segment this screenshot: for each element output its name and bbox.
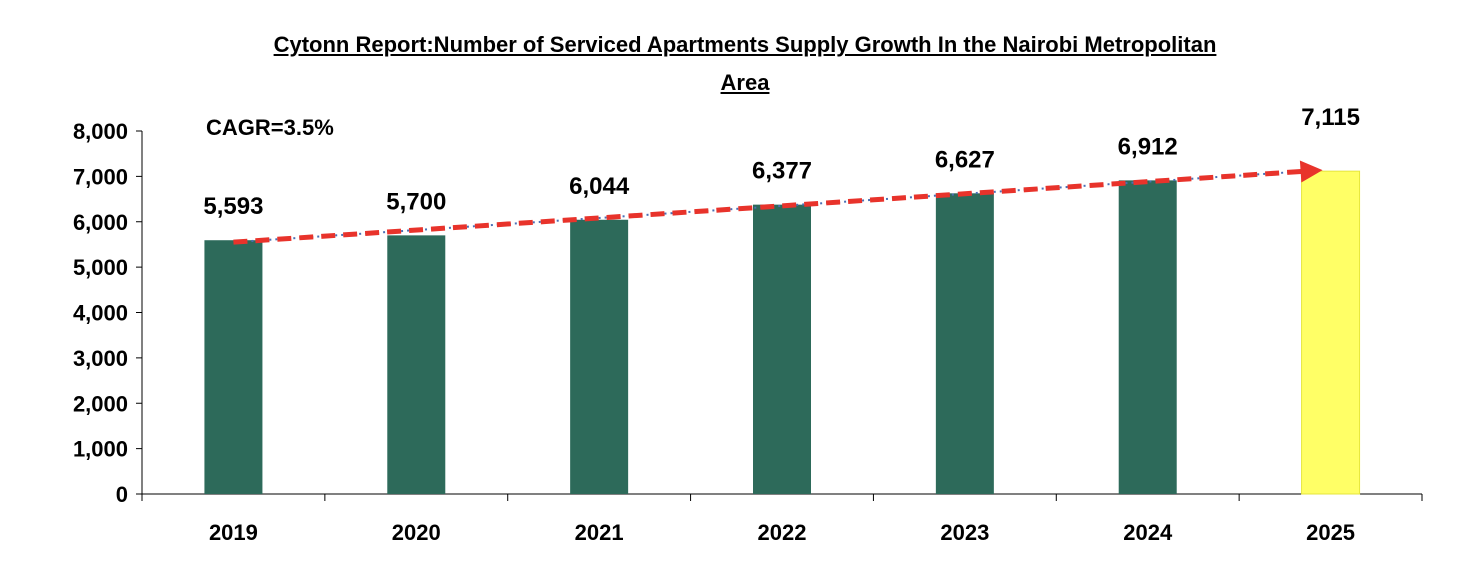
chart-title: Cytonn Report:Number of Serviced Apartme… bbox=[0, 26, 1460, 102]
data-label-2023: 6,627 bbox=[935, 146, 995, 173]
data-label-2020: 5,700 bbox=[386, 188, 446, 215]
x-tick-label: 2020 bbox=[392, 520, 441, 545]
bar-2024 bbox=[1118, 180, 1177, 495]
x-tick-label: 2021 bbox=[575, 520, 624, 545]
x-tick-label: 2025 bbox=[1306, 520, 1355, 545]
chart-title-line-1: Cytonn Report:Number of Serviced Apartme… bbox=[273, 32, 1217, 57]
y-tick-label: 3,000 bbox=[73, 346, 128, 371]
y-tick-label: 6,000 bbox=[73, 210, 128, 235]
bar-2019 bbox=[204, 240, 263, 494]
data-label-2022: 6,377 bbox=[752, 158, 812, 185]
bar-2022 bbox=[753, 204, 811, 495]
bar-2025 bbox=[1301, 170, 1361, 495]
data-label-2019: 5,593 bbox=[203, 193, 263, 220]
bars bbox=[204, 170, 1361, 495]
data-label-2024: 6,912 bbox=[1118, 133, 1178, 160]
y-tick-label: 7,000 bbox=[73, 164, 128, 189]
x-axis: 2019 2020 2021 2022 2023 2024 2025 bbox=[141, 493, 1423, 545]
x-tick-label: 2022 bbox=[758, 520, 807, 545]
y-tick-label: 4,000 bbox=[73, 301, 128, 326]
y-tick-label: 1,000 bbox=[73, 437, 128, 462]
x-tick-label: 2023 bbox=[940, 520, 989, 545]
x-tick-label: 2024 bbox=[1123, 520, 1173, 545]
x-tick-label: 2019 bbox=[209, 520, 258, 545]
chart-title-line-2: Area bbox=[720, 70, 770, 95]
data-label-2025: 7,115 bbox=[1301, 104, 1360, 131]
y-axis: 0 1,000 2,000 3,000 4,000 5,000 6,000 7,000 8,00… bbox=[73, 119, 143, 507]
trendline bbox=[233, 160, 1323, 245]
data-label-2021: 6,044 bbox=[569, 173, 630, 200]
y-tick-label: 2,000 bbox=[73, 391, 128, 416]
y-tick-label: 0 bbox=[116, 482, 128, 507]
y-tick-label: 5,000 bbox=[73, 255, 128, 280]
bar-2023 bbox=[935, 193, 994, 495]
trendline-arrowhead bbox=[1299, 160, 1323, 183]
bar-2020 bbox=[387, 235, 446, 495]
data-labels: 5,593 5,700 6,044 6,377 6,627 6,912 7,115 bbox=[203, 104, 1360, 220]
y-tick-label: 8,000 bbox=[73, 119, 128, 144]
trendline-dash bbox=[233, 167, 1317, 245]
bar-2021 bbox=[570, 219, 629, 495]
cagr-annotation: CAGR=3.5% bbox=[206, 115, 334, 140]
